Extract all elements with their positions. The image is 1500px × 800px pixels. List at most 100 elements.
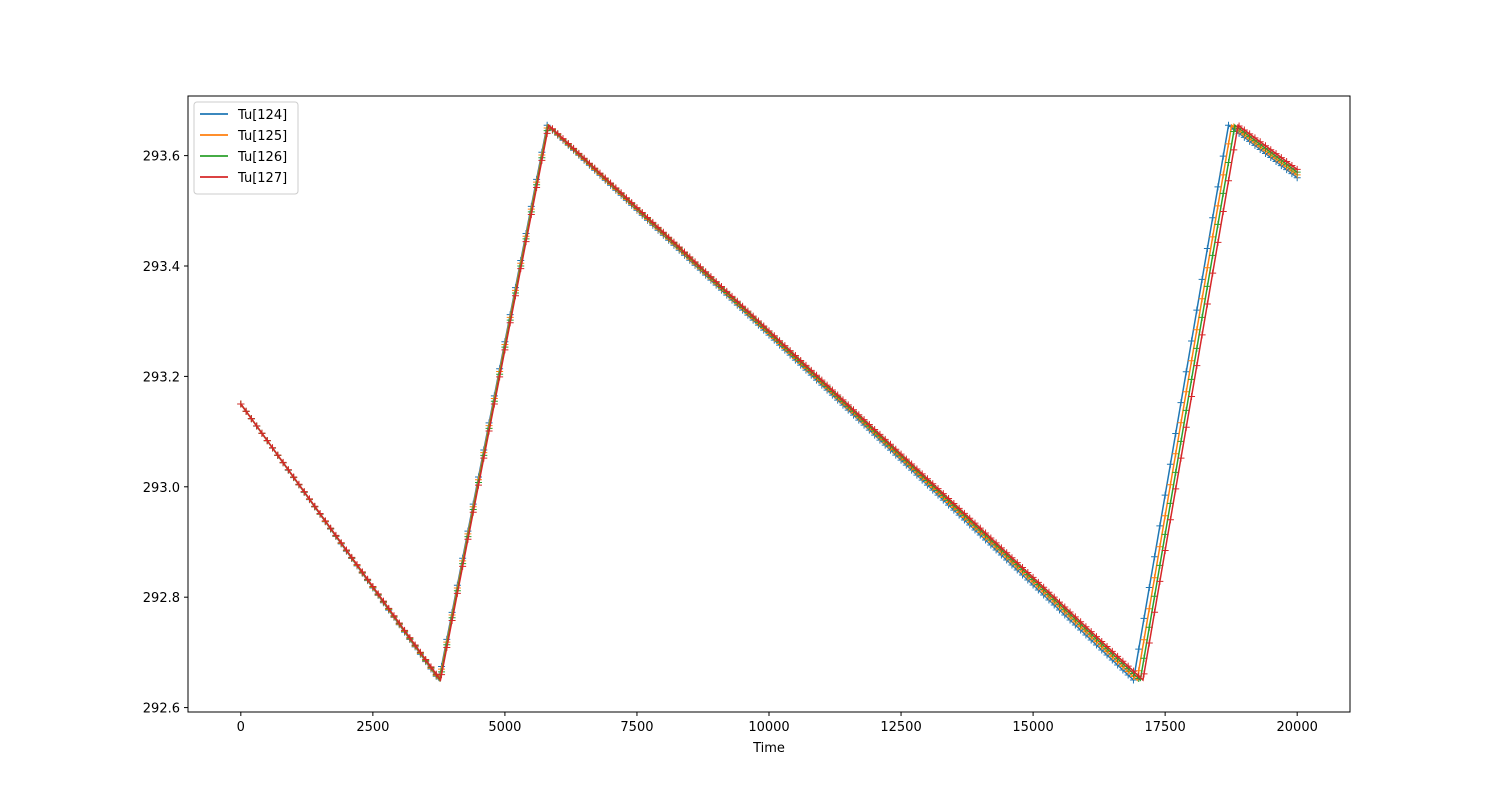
y-tick-label: 292.6 — [143, 702, 180, 717]
data-point — [1193, 362, 1201, 370]
data-point — [1019, 564, 1027, 572]
legend-item: Tu[127] — [200, 171, 287, 186]
data-point — [649, 218, 657, 226]
data-point — [585, 159, 593, 167]
legend-label: Tu[125] — [237, 129, 287, 144]
data-point — [1235, 122, 1243, 130]
data-point — [390, 612, 398, 620]
data-point — [982, 529, 990, 537]
data-point — [1177, 454, 1185, 462]
x-tick-label: 20000 — [1277, 720, 1318, 735]
data-point — [612, 184, 620, 192]
y-tick-label: 293.0 — [143, 481, 180, 496]
data-point — [1003, 549, 1011, 557]
data-point — [892, 445, 900, 453]
data-point — [416, 648, 424, 656]
data-point — [1267, 146, 1275, 154]
data-point — [1034, 578, 1042, 586]
data-point — [1198, 295, 1206, 303]
data-point — [628, 199, 636, 207]
data-point — [533, 183, 541, 191]
data-point — [680, 248, 688, 256]
data-point — [1166, 481, 1174, 489]
x-axis: 0 2500 5000 7500 10000 12500 15000 17500 20000 — [237, 712, 1318, 735]
data-point — [480, 454, 488, 462]
data-point — [475, 481, 482, 489]
y-tick-label: 293.6 — [143, 150, 180, 165]
x-tick-label: 17500 — [1144, 720, 1185, 735]
data-point — [1214, 202, 1222, 210]
data-point — [327, 524, 335, 532]
data-point — [453, 589, 461, 597]
data-point — [918, 470, 926, 478]
data-point — [1156, 543, 1164, 551]
data-point — [865, 421, 873, 429]
data-point — [342, 546, 350, 554]
data-point — [665, 233, 673, 241]
data-point — [1092, 633, 1100, 641]
series-line — [240, 123, 1298, 682]
data-point — [1108, 647, 1116, 655]
data-point — [1209, 269, 1217, 277]
data-point — [633, 204, 641, 212]
data-point — [1182, 388, 1190, 396]
data-point — [1166, 516, 1174, 524]
data-point — [464, 535, 472, 543]
data-point — [955, 504, 963, 512]
data-point — [1209, 214, 1217, 222]
data-point — [459, 562, 467, 570]
data-point — [1056, 598, 1063, 606]
data-point — [670, 238, 678, 246]
data-point — [976, 524, 984, 532]
data-point — [908, 460, 916, 468]
data-point — [1013, 559, 1021, 567]
y-tick-label: 292.8 — [143, 591, 180, 606]
legend-item: Tu[124] — [200, 108, 287, 123]
data-point — [311, 502, 319, 510]
data-point — [886, 440, 894, 448]
data-point — [580, 154, 588, 162]
data-point — [1230, 127, 1238, 135]
data-point — [1219, 171, 1227, 179]
x-tick-label: 12500 — [880, 720, 921, 735]
data-point — [1172, 450, 1180, 458]
data-point — [622, 194, 630, 202]
data-point — [1061, 603, 1069, 611]
data-point — [1151, 553, 1159, 561]
data-point — [1140, 614, 1148, 622]
legend-box — [193, 101, 299, 195]
data-point — [1008, 554, 1016, 562]
data-point — [733, 297, 741, 305]
data-point — [443, 644, 451, 652]
data-point — [1188, 337, 1196, 345]
data-point — [1214, 183, 1222, 191]
data-point — [1225, 140, 1233, 148]
data-point — [1203, 300, 1211, 308]
series-4 — [237, 122, 1301, 682]
data-point — [1161, 512, 1169, 520]
data-point — [781, 342, 789, 350]
y-tick-label: 293.4 — [143, 260, 180, 275]
data-point — [760, 322, 768, 330]
data-point — [1114, 652, 1122, 660]
data-point — [1214, 238, 1222, 246]
data-point — [607, 179, 615, 187]
data-point — [702, 268, 710, 276]
legend-label: Tu[126] — [237, 150, 287, 165]
data-point — [1156, 577, 1164, 585]
legend-label: Tu[124] — [237, 108, 287, 123]
data-point — [422, 656, 430, 664]
legend: Tu[124] Tu[125] Tu[126] Tu[127] — [193, 101, 299, 195]
data-point — [765, 327, 773, 335]
data-point — [749, 312, 757, 320]
data-point — [1135, 645, 1143, 653]
data-point — [406, 634, 414, 642]
data-point — [1145, 584, 1153, 592]
data-point — [1145, 639, 1153, 647]
data-point — [739, 302, 747, 310]
data-point — [258, 429, 266, 437]
data-point — [279, 458, 287, 466]
data-point — [823, 381, 831, 389]
data-point — [538, 156, 546, 164]
